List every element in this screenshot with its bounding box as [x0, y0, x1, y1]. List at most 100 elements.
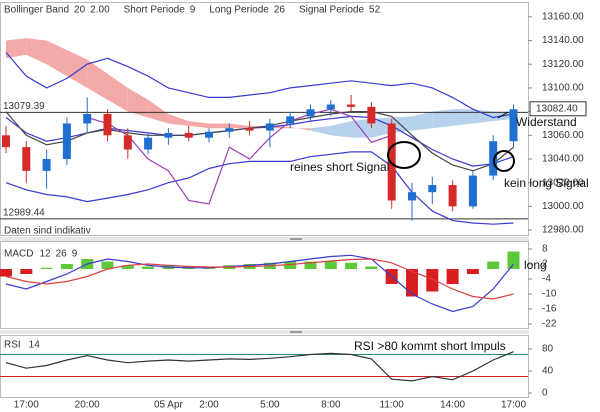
candle-body: [245, 128, 254, 131]
candle-body: [509, 109, 518, 142]
cloud: [229, 123, 250, 129]
candle-body: [448, 185, 457, 207]
header-label: Bollinger Band: [4, 5, 69, 16]
cloud: [371, 117, 392, 138]
indicator-line: [5, 151, 514, 225]
candle-body: [265, 123, 274, 131]
drag-handle[interactable]: [290, 238, 302, 240]
x-tick-label: 5:00: [260, 400, 280, 411]
price-line-label: 12989.44: [3, 208, 45, 219]
cloud: [412, 111, 433, 131]
y-tick-label: 13140.00: [542, 35, 584, 46]
annotation: RSI >80 kommt short Impuls: [354, 339, 506, 353]
y-tick-label: 13160.00: [542, 11, 584, 22]
histogram-bar: [446, 269, 459, 284]
indicator-line: [5, 351, 514, 382]
cloud: [290, 127, 311, 131]
histogram-bar: [40, 267, 53, 269]
separator: [0, 237, 529, 241]
cloud: [330, 121, 352, 138]
candle-body: [144, 137, 153, 150]
header-label: 9: [72, 249, 78, 260]
histogram-bar: [121, 265, 134, 269]
candle-body: [42, 159, 51, 171]
y-tick-label: -16: [542, 304, 557, 315]
annotation: reines short Signal: [290, 160, 389, 174]
header-label: 26: [56, 249, 68, 260]
histogram-bar: [406, 269, 418, 297]
histogram-bar: [426, 269, 439, 292]
cloud: [310, 125, 331, 136]
y-tick-label: 8: [542, 244, 548, 255]
x-tick-label: 20:00: [75, 400, 100, 411]
histogram-bar: [284, 261, 297, 269]
candle-body: [123, 135, 132, 150]
annotation: kein long Signal: [504, 176, 589, 190]
y-tick-label: -22: [542, 319, 557, 330]
y-tick-label: 13000.00: [542, 201, 584, 212]
price-line-label: 13079.39: [3, 101, 45, 112]
header-label: 9: [190, 5, 196, 16]
y-tick-label: 13020.00: [542, 177, 584, 188]
y-tick-label: 13040.00: [542, 154, 584, 165]
candle-body: [489, 141, 498, 176]
header-label: RSI: [4, 340, 21, 351]
header-label: 52: [369, 5, 381, 16]
rsi-frame: [0, 335, 529, 398]
candle-body: [2, 135, 10, 148]
y-tick-label: 0: [542, 388, 548, 399]
candle-body: [367, 106, 376, 124]
note: Daten sind indikativ: [4, 226, 91, 237]
x-tick-label: 17:00: [501, 400, 526, 411]
candle-body: [225, 128, 234, 132]
annotation-arrow: [497, 111, 509, 119]
candle-body: [428, 185, 437, 193]
histogram-bar: [324, 261, 337, 269]
histogram-bar: [142, 266, 155, 269]
x-tick-label: 2:00: [199, 400, 219, 411]
last-price-label: 13082.40: [536, 103, 578, 114]
macd-frame: [0, 241, 529, 329]
y-tick-label: 80: [542, 344, 554, 355]
header-label: 26: [274, 5, 286, 16]
header-label: 12: [39, 249, 51, 260]
y-tick-label: -10: [542, 289, 557, 300]
note-bg: [1, 226, 91, 235]
candle-body: [22, 147, 31, 171]
x-tick-label: 8:00: [321, 400, 341, 411]
y-tick-label: 2: [542, 259, 548, 270]
candle-body: [205, 131, 213, 138]
cloud: [127, 87, 149, 118]
indicator-line: [87, 108, 392, 205]
header-label: Long Periode: [209, 5, 269, 16]
cloud: [6, 38, 27, 59]
candle-body: [468, 175, 477, 207]
cloud: [432, 109, 453, 129]
histogram-bar: [60, 264, 73, 269]
price-frame: [0, 2, 529, 236]
separator: [0, 330, 529, 334]
indicator-line: [5, 52, 514, 119]
x-tick-label: 05 Apr: [154, 400, 184, 411]
histogram-bar: [466, 269, 479, 274]
header-label: 2.00: [90, 5, 110, 16]
cloud: [26, 38, 47, 65]
header-label: 20: [74, 5, 86, 16]
indicator-line: [5, 254, 514, 313]
y-tick-label: 13060.00: [542, 130, 584, 141]
x-tick-label: 11:00: [380, 400, 405, 411]
histogram-bar: [304, 261, 317, 269]
cloud: [452, 109, 473, 126]
cloud: [188, 121, 209, 129]
candle-body: [184, 132, 193, 138]
annotation-circle: [387, 141, 421, 169]
drag-handle[interactable]: [290, 331, 302, 333]
candle-body: [286, 116, 295, 124]
last-price-box: [529, 101, 587, 117]
candle-body: [62, 123, 71, 159]
candle-body: [408, 192, 416, 201]
y-tick-label: 40: [542, 366, 554, 377]
annotation: Widerstand: [516, 115, 577, 129]
histogram-bar: [101, 261, 114, 269]
